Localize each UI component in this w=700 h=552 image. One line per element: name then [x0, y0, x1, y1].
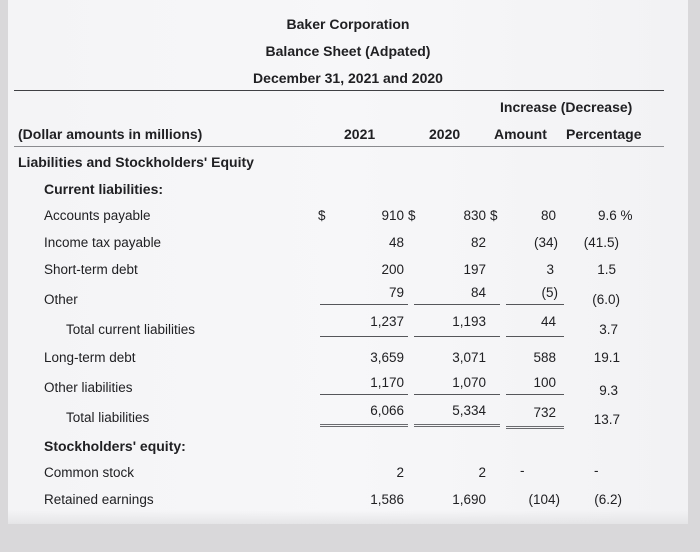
- col-2020-header: 2020: [429, 126, 461, 142]
- value-2021: 1,237: [370, 314, 404, 329]
- currency-sign: $: [318, 208, 326, 223]
- value-2020: 1,690: [452, 492, 486, 507]
- total-double-rule: [414, 424, 500, 427]
- row-label: Short-term debt: [44, 262, 138, 277]
- change-amount: (104): [528, 492, 560, 507]
- currency-sign: $: [490, 208, 498, 223]
- change-amount: 80: [540, 208, 556, 223]
- subtotal-rule: [320, 394, 408, 395]
- change-amount: 732: [533, 405, 556, 420]
- row-label: Common stock: [44, 465, 135, 480]
- change-percent: 1.5: [597, 262, 616, 277]
- statement-title: Balance Sheet (Adpated): [265, 43, 431, 59]
- subtotal-rule: [506, 336, 564, 337]
- header-rule: [14, 146, 664, 147]
- section-title: Liabilities and Stockholders' Equity: [18, 154, 254, 170]
- equity-title: Stockholders' equity:: [44, 438, 186, 454]
- subtotal-rule: [506, 304, 564, 305]
- value-2020: 3,071: [452, 350, 486, 365]
- current-liabilities-title: Current liabilities:: [44, 181, 164, 197]
- change-amount: 3: [546, 262, 554, 277]
- balance-sheet: Baker Corporation Balance Sheet (Adpated…: [8, 0, 688, 524]
- change-percent: -: [594, 463, 599, 478]
- col-2021-header: 2021: [344, 126, 376, 142]
- subtotal-rule: [320, 304, 408, 305]
- currency-sign: $: [408, 208, 416, 223]
- subtotal-rule: [414, 394, 500, 395]
- change-percent: (41.5): [583, 235, 619, 250]
- row-label: Total liabilities: [66, 410, 150, 425]
- change-percent: (6.0): [592, 292, 620, 307]
- increase-decrease-header: Increase (Decrease): [500, 99, 633, 115]
- row-label: Total current liabilities: [66, 322, 196, 337]
- change-amount: (34): [533, 235, 558, 250]
- value-2020: 84: [470, 285, 486, 300]
- change-percent: (6.2): [594, 492, 622, 507]
- subtotal-rule: [414, 336, 500, 337]
- value-2020: 197: [463, 262, 486, 277]
- statement-date: December 31, 2021 and 2020: [253, 70, 443, 86]
- row-label: Accounts payable: [44, 208, 151, 223]
- value-2021: 48: [388, 235, 404, 250]
- title-rule: [14, 90, 664, 91]
- subtotal-rule: [506, 394, 564, 395]
- change-percent: 3.7: [599, 322, 618, 337]
- change-amount: (5): [541, 285, 559, 300]
- value-2021: 1,170: [370, 375, 404, 390]
- value-2021: 1,586: [370, 492, 404, 507]
- value-2020: 830: [463, 208, 486, 223]
- change-amount: 100: [533, 375, 556, 390]
- total-double-rule: [320, 424, 408, 427]
- change-amount: -: [520, 463, 525, 478]
- row-label: Long-term debt: [44, 350, 136, 365]
- value-2021: 6,066: [370, 403, 404, 418]
- dollar-caption: (Dollar amounts in millions): [18, 126, 203, 142]
- value-2020: 1,193: [452, 314, 486, 329]
- value-2021: 79: [388, 285, 404, 300]
- value-2020: 1,070: [452, 375, 486, 390]
- value-2020: 82: [470, 235, 486, 250]
- col-amount-header: Amount: [494, 126, 547, 142]
- company-name: Baker Corporation: [286, 16, 410, 32]
- row-label: Other: [44, 292, 78, 307]
- row-label: Retained earnings: [44, 492, 154, 507]
- cropped-edge: [8, 510, 688, 524]
- subtotal-rule: [414, 304, 500, 305]
- change-amount: 588: [533, 350, 556, 365]
- change-percent: 19.1: [593, 350, 620, 365]
- value-2021: 910: [381, 208, 404, 223]
- subtotal-rule: [320, 336, 408, 337]
- row-label: Other liabilities: [44, 380, 133, 395]
- value-2021: 200: [381, 262, 404, 277]
- change-percent: 13.7: [593, 412, 620, 427]
- row-label: Income tax payable: [44, 235, 162, 250]
- total-double-rule: [506, 426, 564, 429]
- change-amount: 44: [540, 314, 556, 329]
- change-percent: 9.6 %: [598, 208, 633, 223]
- value-2021: 3,659: [370, 350, 404, 365]
- change-percent: 9.3: [599, 383, 618, 398]
- value-2020: 5,334: [452, 403, 486, 418]
- value-2020: 2: [478, 465, 486, 480]
- value-2021: 2: [396, 465, 404, 480]
- col-percentage-header: Percentage: [566, 126, 642, 142]
